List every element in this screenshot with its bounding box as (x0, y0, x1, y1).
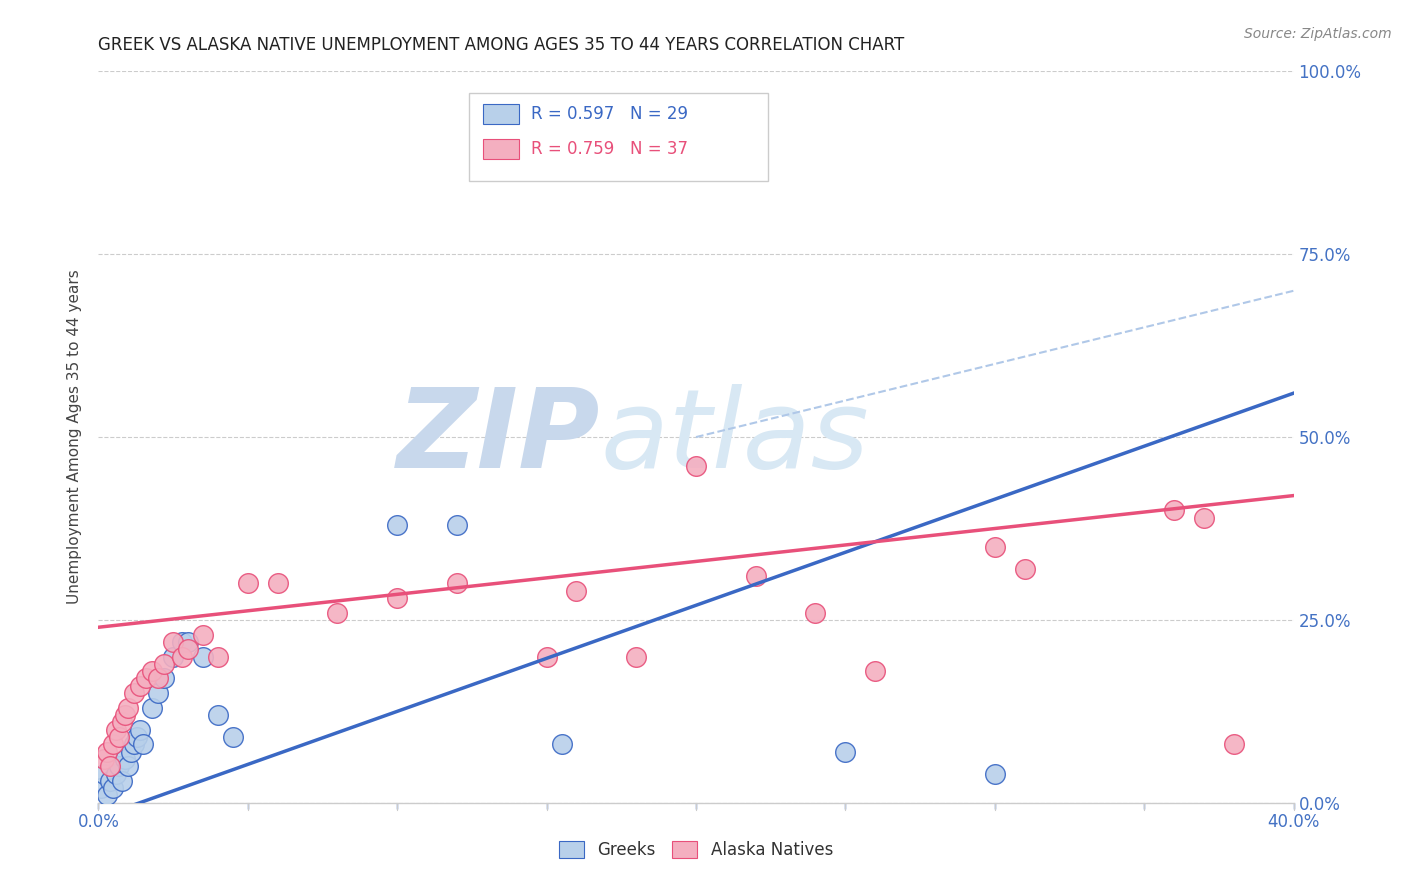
Point (141, 664, 163, 678)
Point (117, 759, 139, 773)
Point (191, 649, 214, 664)
Point (834, 745, 856, 759)
Y-axis label: Unemployment Among Ages 35 to 44 years: Unemployment Among Ages 35 to 44 years (67, 269, 83, 605)
Point (685, 459, 707, 474)
Point (565, 583, 588, 598)
Point (385, 517, 409, 532)
Point (626, 649, 648, 664)
Text: R = 0.759   N = 37: R = 0.759 N = 37 (531, 140, 688, 158)
Point (120, 745, 142, 759)
Point (117, 700, 139, 714)
Point (93, 766, 115, 780)
Point (207, 649, 229, 664)
Text: R = 0.597   N = 29: R = 0.597 N = 29 (531, 104, 688, 123)
Point (1223, 737, 1246, 751)
Point (222, 730, 245, 744)
Point (135, 672, 157, 686)
Point (111, 773, 134, 788)
Point (127, 730, 149, 744)
Point (536, 649, 558, 664)
Point (191, 627, 214, 641)
Text: Source: ZipAtlas.com: Source: ZipAtlas.com (1244, 27, 1392, 41)
Point (129, 723, 152, 737)
Point (172, 635, 194, 649)
Point (114, 752, 136, 766)
Point (148, 686, 170, 700)
Point (148, 672, 170, 686)
FancyBboxPatch shape (470, 94, 768, 181)
Point (105, 766, 128, 780)
Bar (484, 138, 519, 159)
Point (108, 759, 131, 773)
Point (172, 649, 194, 664)
Point (804, 606, 827, 620)
Text: atlas: atlas (600, 384, 869, 491)
Point (129, 679, 152, 693)
Point (90, 781, 112, 796)
Point (446, 517, 468, 532)
Point (100, 773, 122, 788)
Point (153, 672, 176, 686)
Point (141, 700, 163, 714)
Text: GREEK VS ALASKA NATIVE UNEMPLOYMENT AMONG AGES 35 TO 44 YEARS CORRELATION CHART: GREEK VS ALASKA NATIVE UNEMPLOYMENT AMON… (98, 36, 904, 54)
Point (207, 708, 229, 723)
Point (267, 576, 290, 591)
Point (162, 635, 184, 649)
Point (108, 730, 131, 744)
Point (132, 737, 155, 751)
Point (865, 664, 887, 678)
Point (93, 752, 115, 766)
Point (96, 745, 118, 759)
Text: ZIP: ZIP (396, 384, 600, 491)
Point (103, 737, 125, 751)
Point (984, 766, 1007, 780)
Point (105, 723, 128, 737)
Point (984, 540, 1007, 554)
Point (96, 789, 118, 803)
Point (385, 591, 409, 605)
Point (1163, 503, 1185, 517)
Legend: Greeks, Alaska Natives: Greeks, Alaska Natives (551, 833, 841, 868)
Point (550, 737, 572, 751)
Point (162, 649, 184, 664)
Point (153, 657, 176, 671)
Point (124, 737, 146, 751)
Point (1192, 510, 1215, 524)
Point (124, 686, 146, 700)
Point (236, 576, 259, 591)
Point (446, 576, 468, 591)
Point (1014, 562, 1036, 576)
Point (177, 642, 200, 657)
Bar (484, 103, 519, 124)
Point (111, 715, 134, 730)
Point (326, 606, 349, 620)
Point (745, 569, 768, 583)
Point (100, 759, 122, 773)
Point (103, 781, 125, 796)
Point (177, 635, 200, 649)
Point (114, 708, 136, 723)
